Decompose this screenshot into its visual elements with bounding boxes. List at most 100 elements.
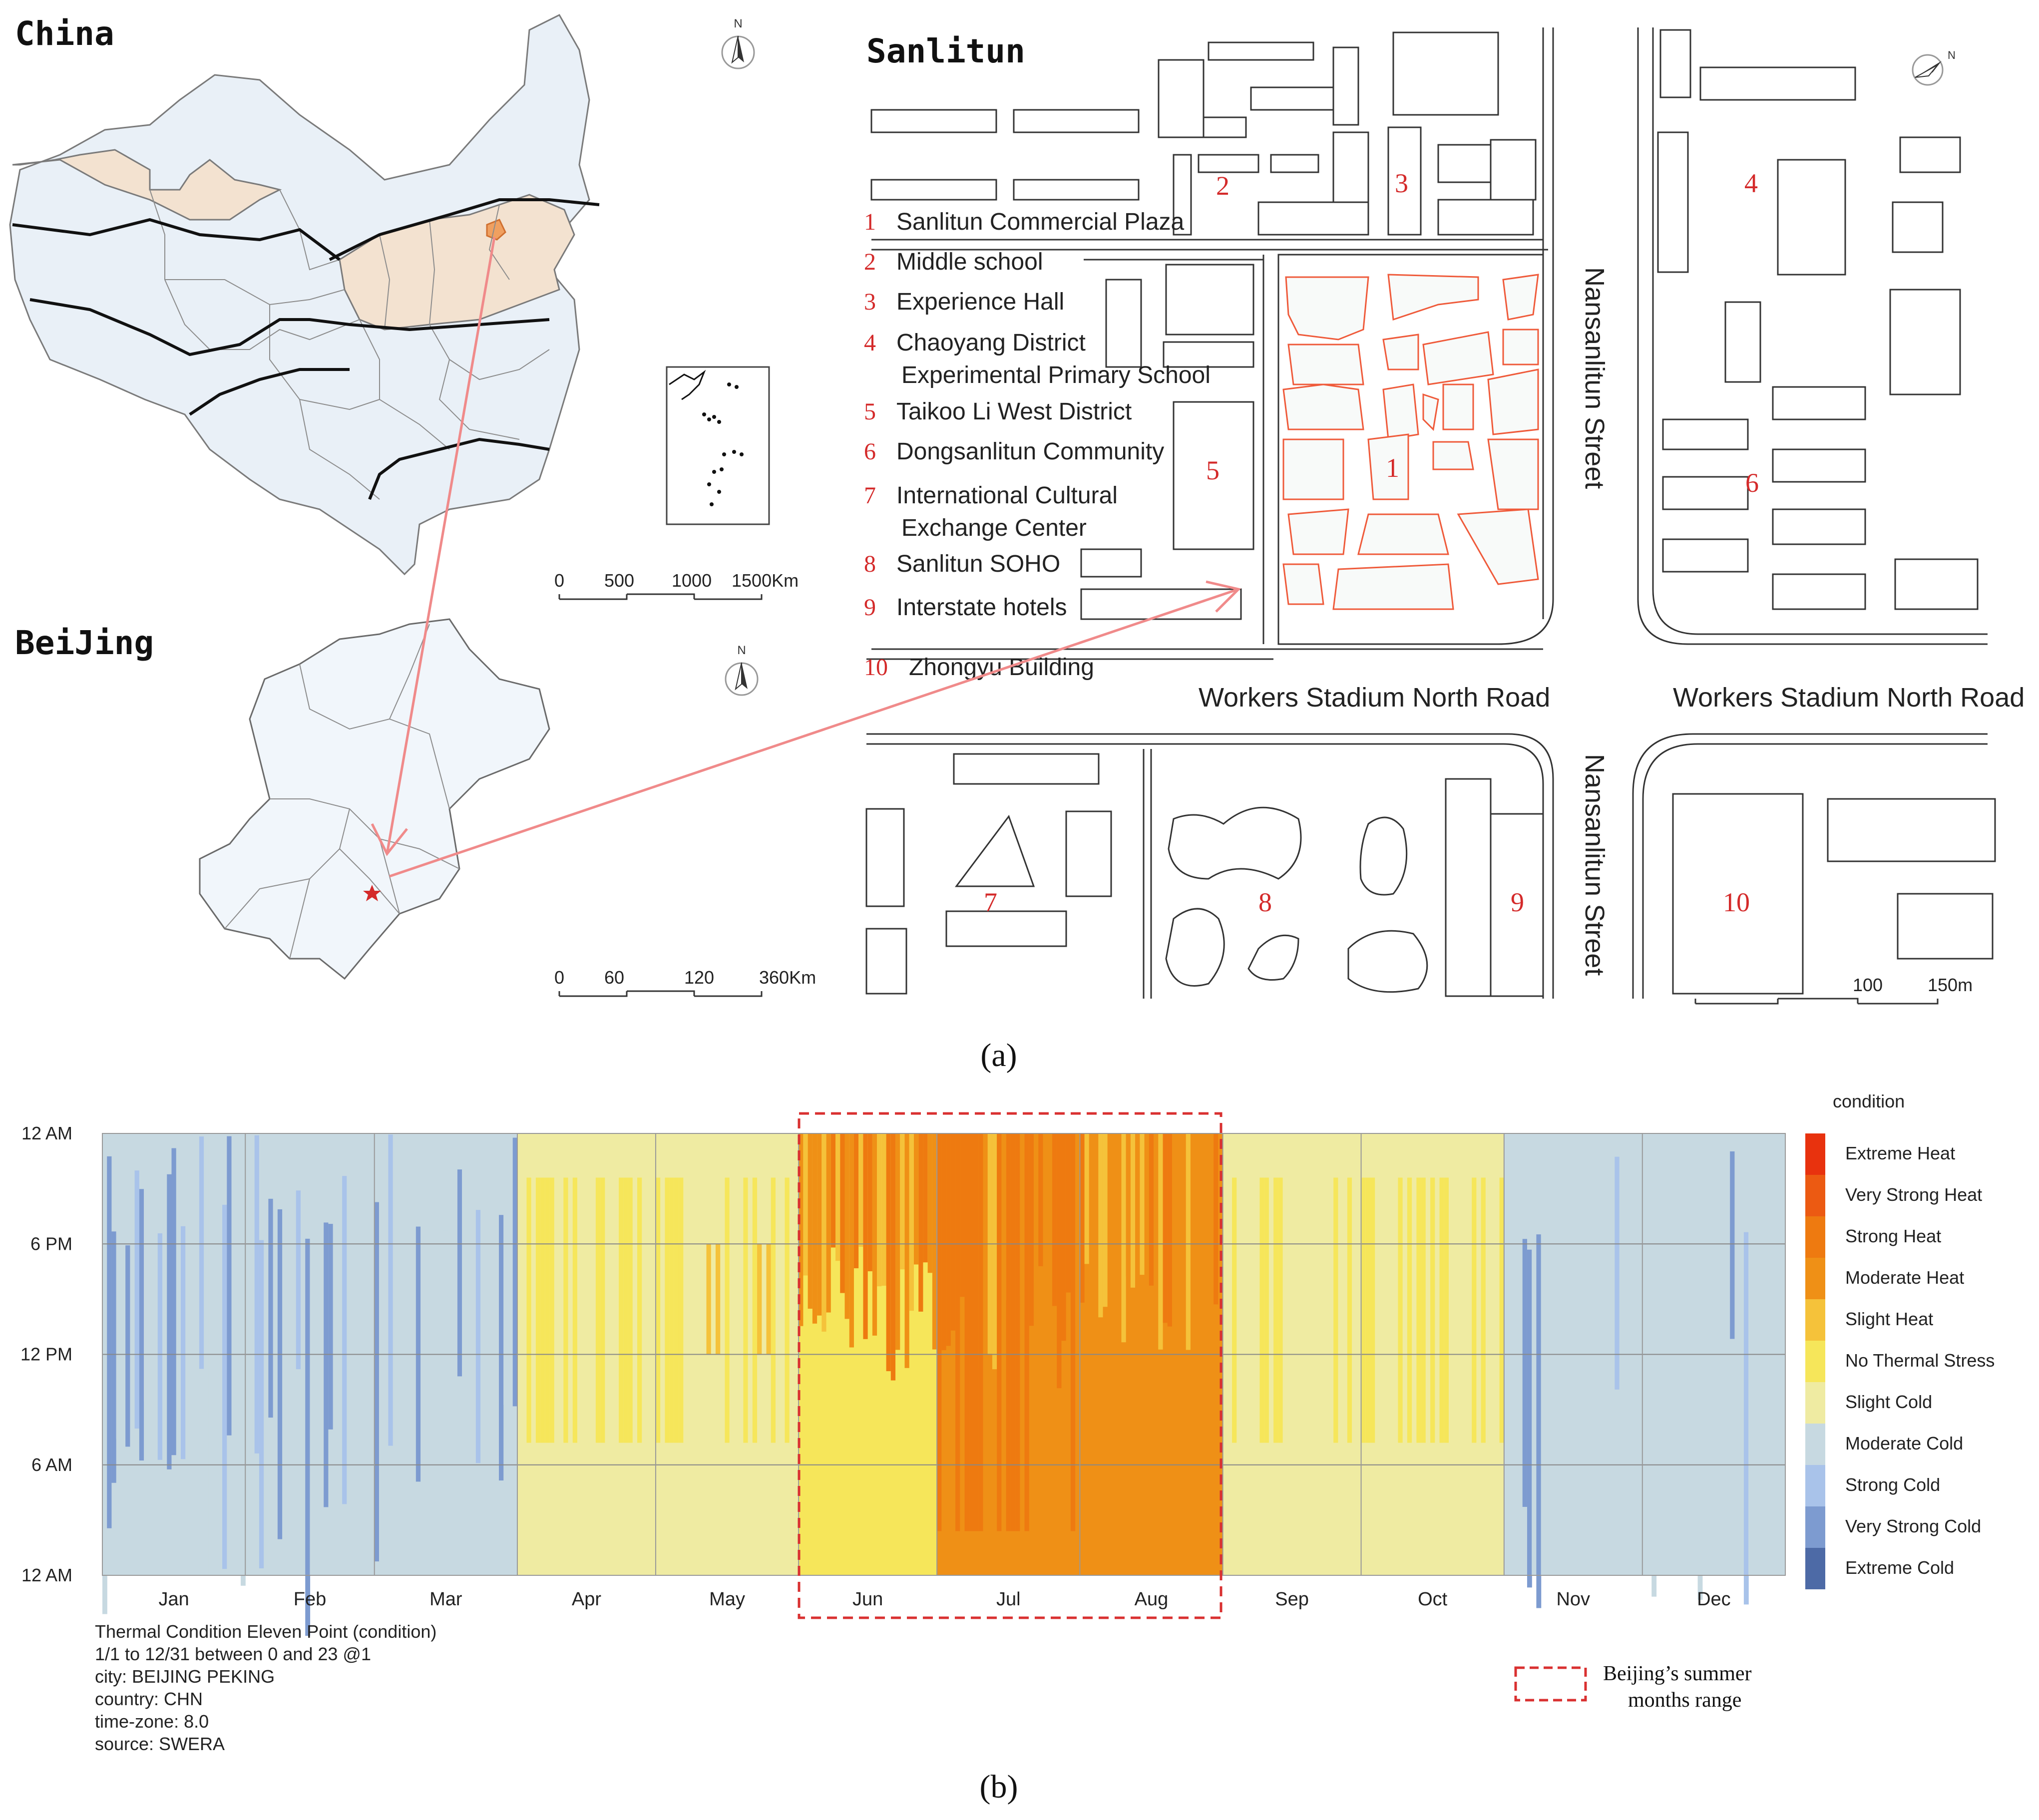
heatmap-cold-347 — [1697, 1225, 1703, 1600]
heatmap-cells — [102, 1133, 1786, 1636]
heatmap-heat-172 — [890, 1133, 896, 1381]
south-sea-coast — [669, 369, 706, 400]
north-arrow-site: N — [1912, 49, 1956, 86]
heatmap-mild-97 — [545, 1177, 550, 1443]
map-number-3: 3 — [1395, 168, 1408, 198]
heatmap-mild-103 — [572, 1177, 578, 1443]
heatmap-cold-74 — [439, 1166, 444, 1472]
heatmap-heat-185 — [950, 1133, 956, 1331]
site-buildings — [865, 29, 1996, 997]
heatmap-heat-159 — [830, 1133, 836, 1248]
south-sea-inset — [666, 366, 770, 525]
heatmap-heat-217 — [1098, 1133, 1104, 1318]
heatmap-cold-344 — [1683, 1176, 1689, 1503]
arrow-china-to-beijing-head — [371, 823, 408, 856]
heatmap-mild-98 — [549, 1177, 555, 1443]
heatmap-heat-230 — [1158, 1133, 1164, 1350]
heatmap-mild-146 — [771, 1177, 776, 1443]
heatmap-heat-240 — [1204, 1133, 1210, 1267]
heatmap-peak-198 — [1010, 1133, 1016, 1531]
heatmap-cold-76 — [448, 1203, 453, 1541]
heatmap-cold-15 — [167, 1174, 172, 1469]
province-boundaries — [149, 189, 550, 500]
northwest-region — [12, 149, 282, 221]
heatmap-mild-292 — [1444, 1177, 1449, 1443]
x-tick-apr: Apr — [572, 1589, 601, 1610]
heatmap-heat-226 — [1140, 1133, 1145, 1275]
heatmap-heat-213 — [1080, 1133, 1085, 1303]
legend-number-6: 6 — [864, 438, 876, 465]
heatmap-cold-75 — [443, 1230, 449, 1475]
map-number-8: 8 — [1258, 887, 1272, 917]
heatmap-peak-182 — [937, 1133, 942, 1531]
heatmap-cold-24 — [208, 1171, 214, 1411]
north-label-site: N — [1948, 49, 1956, 61]
heatmap-heat-179 — [923, 1133, 928, 1263]
heatmap-heat-171 — [886, 1133, 891, 1372]
heatmap-cold-82 — [475, 1210, 481, 1463]
heatmap-cold-357 — [1743, 1232, 1749, 1605]
legend-label-10: Zhongyu Building — [909, 654, 1094, 681]
heatmap-cold-53 — [342, 1176, 347, 1504]
heatmap-heat-235 — [1181, 1133, 1187, 1369]
heatmap-heat-242 — [1214, 1133, 1219, 1305]
heatmap-cold-47 — [314, 1134, 320, 1367]
heatmap-x-ticks: Jan Feb Mar Apr May Jun Jul Aug Sep Oct Nov Dec — [158, 1589, 1730, 1610]
heatmap-cold-72 — [429, 1146, 435, 1519]
heatmap-heat-184 — [946, 1133, 951, 1346]
x-tick-jan: Jan — [158, 1589, 189, 1610]
scale-site-tick-3: 150m — [1928, 975, 1973, 995]
legend-swatch-slight-cold — [1805, 1382, 1825, 1424]
heatmap-mild-149 — [785, 1177, 790, 1443]
heatmap-heat-212 — [1075, 1133, 1080, 1326]
heatmap-mild-101 — [563, 1177, 569, 1443]
legend-label-slight-cold: Slight Cold — [1845, 1392, 1932, 1412]
heatmap-cold-45 — [305, 1238, 311, 1636]
heatmap-heat-161 — [840, 1133, 845, 1293]
legend-title: condition — [1833, 1091, 1905, 1111]
north-label-china: N — [734, 17, 742, 30]
scale-china-tick-2: 1000 — [672, 570, 712, 591]
scale-beijing-tick-3: 360Km — [759, 967, 816, 988]
heatmap-heat-152 — [799, 1133, 804, 1326]
legend-swatch-strong-heat — [1805, 1216, 1825, 1258]
china-map — [9, 14, 770, 576]
heatmap-mild-252 — [1259, 1177, 1265, 1443]
arrow-beijing-to-site-head — [1206, 580, 1241, 613]
beijing-title: BeiJing — [15, 624, 154, 662]
heatmap-mild-126 — [679, 1177, 684, 1443]
legend-label-moderate-heat: Moderate Heat — [1845, 1267, 1964, 1288]
heatmap-cold-8 — [134, 1170, 140, 1429]
heatmap-cold-2 — [107, 1156, 112, 1528]
legend-swatch-moderate-heat — [1805, 1258, 1825, 1299]
legend-label-7: International Cultural — [896, 482, 1118, 509]
heatmap-heat-200 — [1020, 1133, 1025, 1296]
beijing-outline — [199, 618, 550, 980]
heatmap-heat-216 — [1094, 1133, 1099, 1271]
heatmap-heat-155 — [812, 1133, 817, 1324]
heatmap-heat-219 — [1107, 1133, 1113, 1327]
scale-beijing-tick-1: 60 — [604, 967, 624, 988]
heatmap-mild-117 — [637, 1177, 642, 1443]
heatmap-mild-253 — [1264, 1177, 1269, 1443]
beijing-center-star — [363, 885, 381, 901]
site-roads — [866, 27, 1988, 999]
road-label-right: Workers Stadium North Road — [1673, 683, 2025, 713]
heatmap-heat-203 — [1034, 1133, 1039, 1283]
heatmap-peak-188 — [964, 1133, 970, 1531]
heatmap-cold-3 — [111, 1231, 117, 1483]
legend-swatch-slight-heat — [1805, 1299, 1825, 1341]
south-sea-islands — [702, 382, 744, 506]
scale-china-tick-0: 0 — [554, 570, 564, 591]
x-tick-sep: Sep — [1275, 1589, 1309, 1610]
heatmap-cold-60 — [374, 1202, 380, 1562]
heatmap-mild-123 — [665, 1177, 670, 1443]
heatmap-cold-27 — [222, 1204, 227, 1569]
heatmap-cold-326 — [1601, 1163, 1606, 1447]
info-line-4: country: CHN — [95, 1689, 203, 1709]
heatmap-heat-202 — [1029, 1133, 1034, 1326]
heatmap-heat-158 — [826, 1133, 831, 1313]
heatmap-legend: condition Extreme Heat Very Strong Heat St… — [1805, 1091, 1995, 1589]
heatmap-heat-175 — [904, 1133, 910, 1368]
legend-label-9: Interstate hotels — [896, 594, 1067, 621]
